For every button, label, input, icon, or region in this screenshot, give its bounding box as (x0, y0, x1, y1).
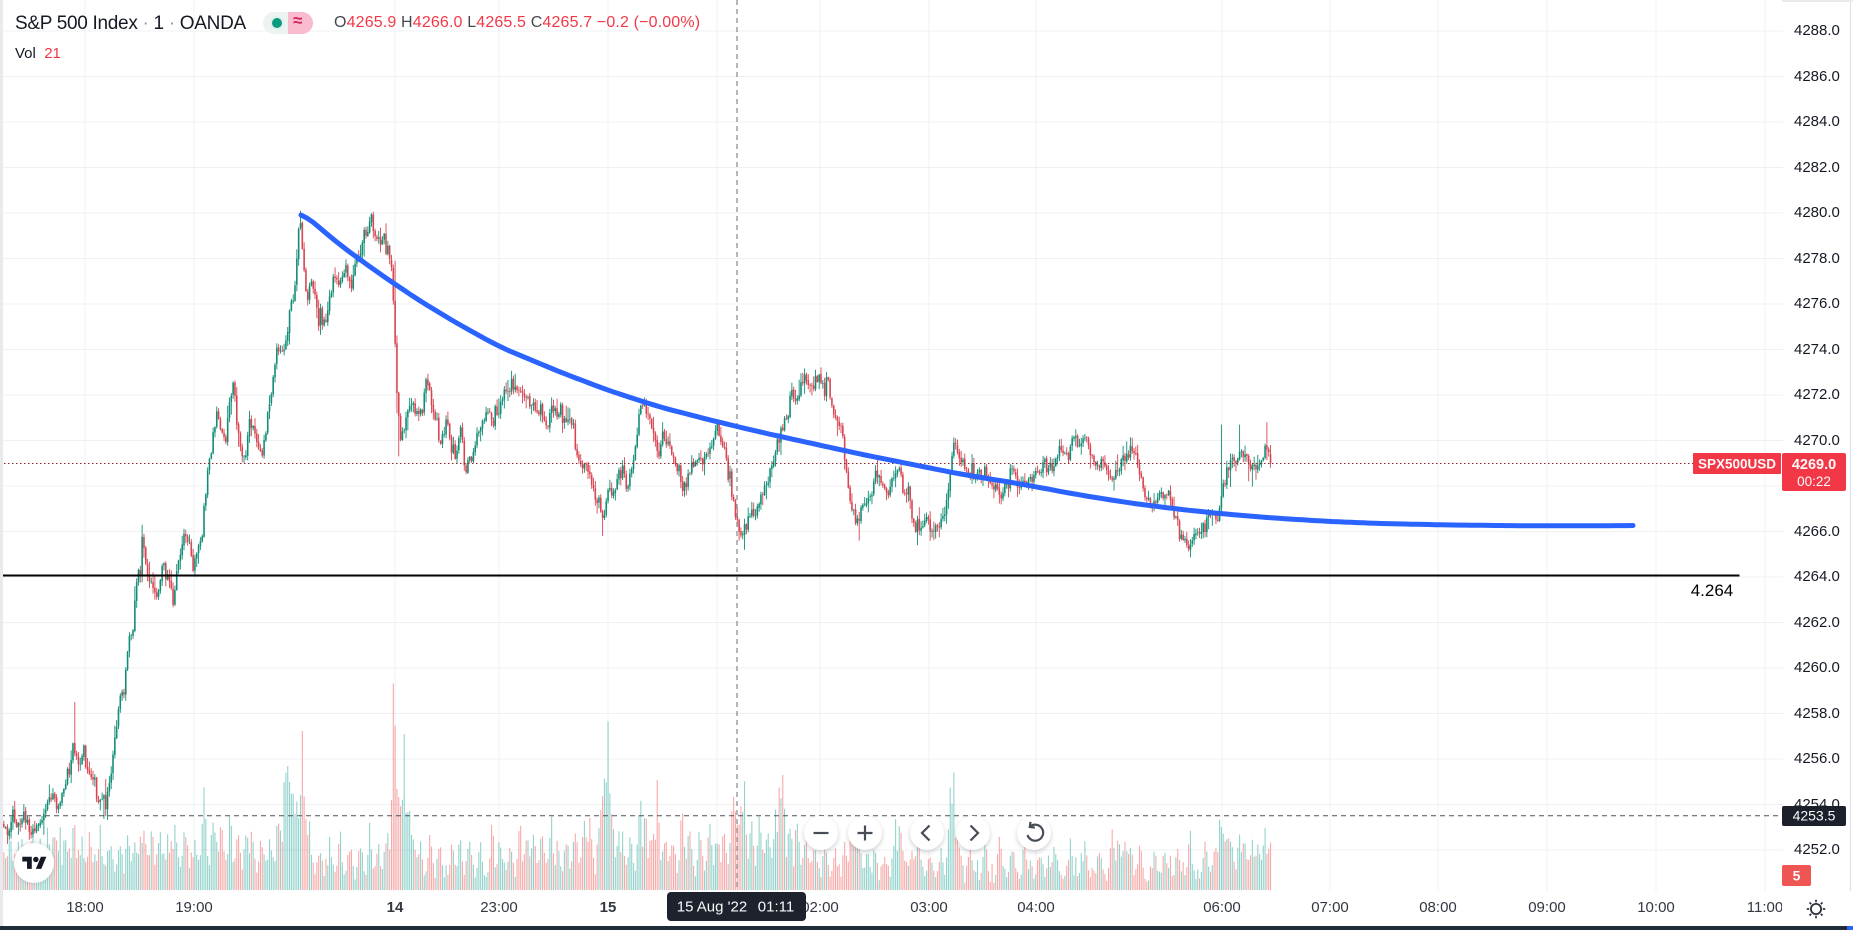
svg-text:5: 5 (1793, 868, 1801, 884)
svg-text:15 Aug '22: 15 Aug '22 (677, 899, 747, 916)
svg-text:00:22: 00:22 (1797, 474, 1831, 489)
svg-text:01:11: 01:11 (758, 899, 794, 916)
svg-text:SPX500USD: SPX500USD (1698, 457, 1776, 472)
svg-text:4253.5: 4253.5 (1793, 808, 1836, 824)
svg-text:4269.0: 4269.0 (1792, 457, 1836, 473)
